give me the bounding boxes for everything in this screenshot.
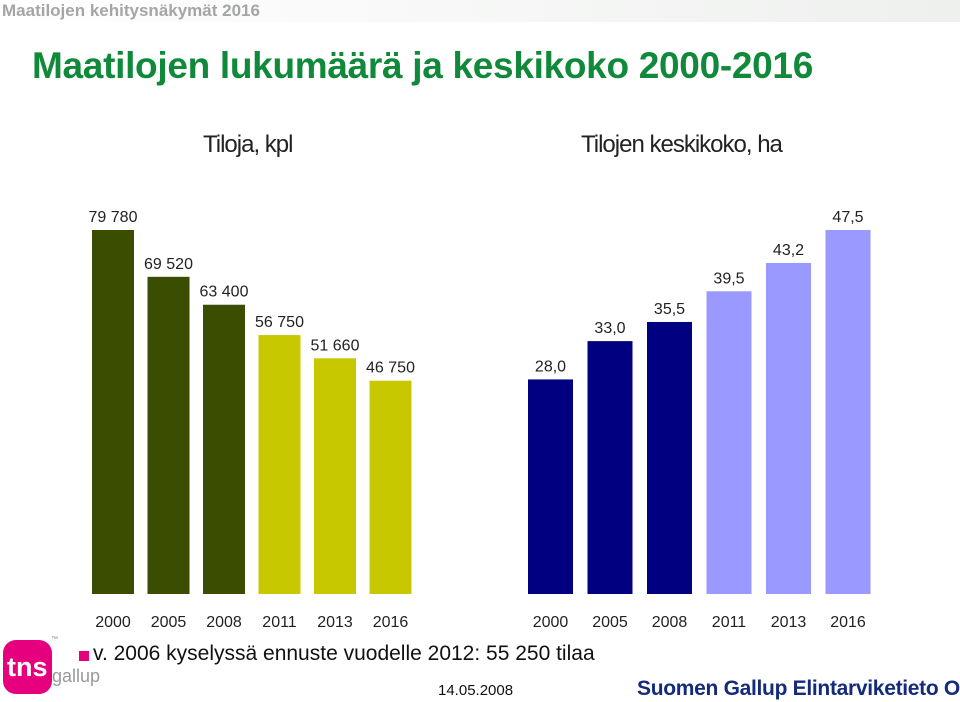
- farm-size-year-label-2008: 2008: [652, 614, 688, 631]
- farm-size-bar-2008: [647, 322, 692, 594]
- farm-size-bar-2016: [826, 230, 871, 594]
- farm-count-bar-2011: [259, 335, 301, 594]
- svg-text:tns: tns: [7, 652, 48, 682]
- farm-count-value-label-2011: 56 750: [255, 314, 304, 331]
- farm-count-value-label-2016: 46 750: [366, 360, 415, 377]
- farm-count-bar-2005: [148, 277, 190, 594]
- farm-size-value-label-2016: 47,5: [832, 209, 863, 226]
- svg-text:gallup: gallup: [52, 666, 100, 686]
- farm-count-bar-2016: [370, 381, 412, 594]
- footer-company: Suomen Gallup Elintarviketieto Oy: [637, 677, 960, 701]
- farm-count-value-label-2008: 63 400: [200, 284, 249, 301]
- farm-count-year-label-2008: 2008: [206, 614, 242, 631]
- farm-count-year-label-2000: 2000: [95, 614, 131, 631]
- farm-size-year-label-2013: 2013: [771, 614, 807, 631]
- date-label: 14.05.2008: [438, 682, 513, 699]
- farm-count-bar-2008: [203, 305, 245, 594]
- farm-count-value-label-2005: 69 520: [144, 256, 193, 273]
- farm-count-bar-2000: [92, 230, 134, 594]
- forecast-note: v. 2006 kyselyssä ennuste vuodelle 2012:…: [93, 642, 595, 666]
- farm-count-year-label-2013: 2013: [317, 614, 353, 631]
- farm-count-bar-2013: [314, 358, 356, 594]
- farm-size-bar-2005: [588, 341, 633, 594]
- farm-size-value-label-2000: 28,0: [535, 358, 566, 375]
- farm-size-bar-2011: [707, 291, 752, 594]
- farm-size-value-label-2013: 43,2: [773, 242, 804, 259]
- farm-size-value-label-2005: 33,0: [594, 320, 625, 337]
- farm-count-year-label-2005: 2005: [151, 614, 187, 631]
- farm-size-year-label-2005: 2005: [592, 614, 628, 631]
- farm-size-value-label-2011: 39,5: [713, 270, 744, 287]
- farm-count-year-label-2016: 2016: [373, 614, 409, 631]
- farm-count-value-label-2000: 79 780: [89, 209, 138, 226]
- farm-size-value-label-2008: 35,5: [654, 301, 685, 318]
- farm-size-year-label-2000: 2000: [533, 614, 569, 631]
- farm-size-bar-2000: [528, 379, 573, 594]
- farm-size-year-label-2011: 2011: [712, 614, 747, 631]
- farm-count-year-label-2011: 2011: [262, 614, 297, 631]
- farm-size-year-label-2016: 2016: [830, 614, 866, 631]
- farm-count-value-label-2013: 51 660: [311, 337, 360, 354]
- tns-gallup-logo: tns gallup: [2, 638, 102, 696]
- farm-size-bar-2013: [766, 263, 811, 594]
- logo-tm: ™: [51, 636, 58, 643]
